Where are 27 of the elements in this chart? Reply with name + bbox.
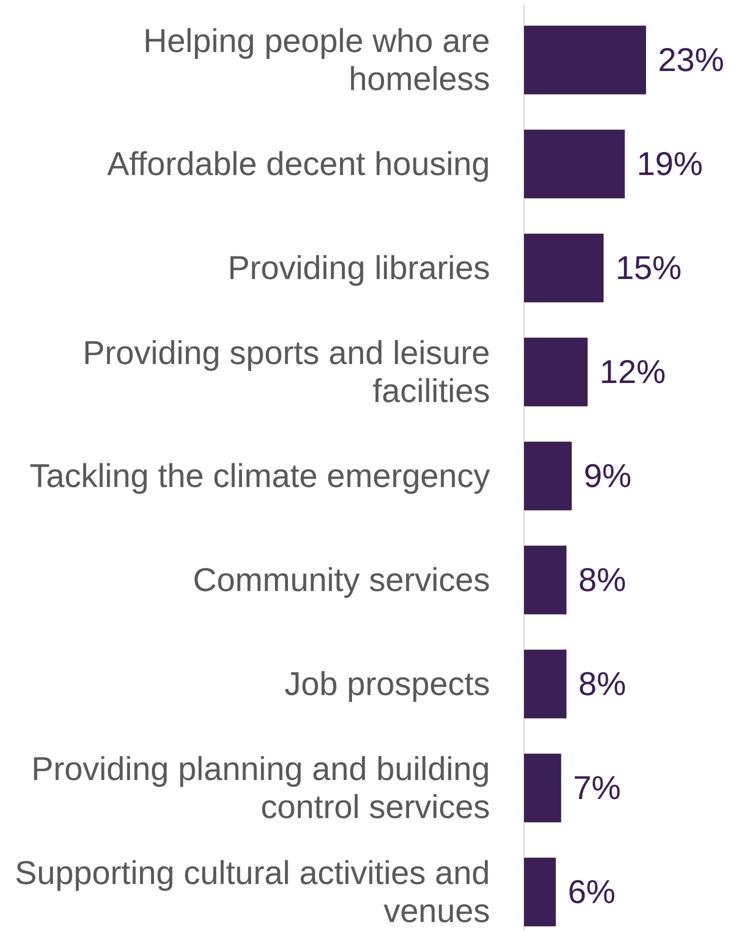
y-tick-label: Helping people who are homeless xyxy=(143,22,490,97)
bar xyxy=(524,234,604,302)
data-label: 19% xyxy=(636,145,703,182)
y-tick-label: Job prospects xyxy=(284,665,490,702)
y-tick-label: Tackling the climate emergency xyxy=(30,457,490,494)
y-tick-label: Providing sports and leisure facilities xyxy=(82,334,490,409)
y-tick-label: Supporting cultural activities and venues xyxy=(14,854,490,929)
data-label: 7% xyxy=(573,769,621,806)
y-tick-label: Providing planning and building control services xyxy=(31,750,490,825)
data-label: 8% xyxy=(578,561,626,598)
bar xyxy=(524,130,625,198)
data-label: 15% xyxy=(616,249,682,286)
y-tick-label: Community services xyxy=(192,561,490,598)
bar xyxy=(524,338,588,406)
data-label: 23% xyxy=(658,41,724,78)
bar xyxy=(524,858,556,926)
bar xyxy=(524,754,562,822)
data-label: 6% xyxy=(568,873,616,910)
y-tick-label: Affordable decent housing xyxy=(107,145,490,182)
data-label: 9% xyxy=(584,457,632,494)
data-label: 8% xyxy=(578,665,626,702)
bar xyxy=(524,650,566,718)
bar xyxy=(524,546,566,614)
data-label: 12% xyxy=(600,353,666,390)
bar xyxy=(524,26,646,94)
bar xyxy=(524,442,572,510)
y-tick-label: Providing libraries xyxy=(228,249,490,286)
